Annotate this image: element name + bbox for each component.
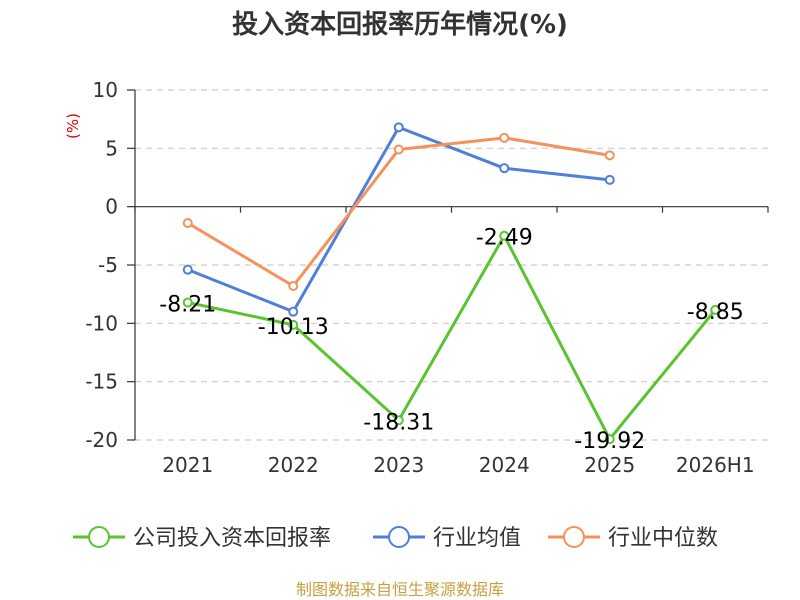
x-tick-label: 2022: [268, 453, 319, 477]
x-tick-label: 2023: [373, 453, 424, 477]
data-label: -18.31: [363, 410, 434, 435]
x-tick-label: 2025: [584, 453, 635, 477]
data-point: [182, 297, 193, 308]
data-point: [288, 281, 299, 291]
y-tick-label: 5: [105, 136, 118, 160]
data-label: -10.13: [258, 315, 329, 340]
series-group: [182, 122, 721, 445]
data-label: -2.49: [476, 226, 533, 251]
series-line: [187, 125, 610, 314]
series-line: [187, 234, 717, 441]
axes: [127, 89, 769, 441]
data-point: [182, 218, 193, 228]
chart-title: 投入资本回报率历年情况(%): [232, 9, 568, 40]
data-point: [604, 174, 615, 185]
y-tick-label: 0: [105, 195, 118, 219]
legend-label: 公司投入资本回报率: [133, 526, 331, 551]
x-tick-label: 2021: [162, 453, 213, 477]
data-point: [604, 150, 615, 161]
legend-item[interactable]: 行业均值: [373, 526, 521, 551]
data-label: -8.21: [159, 292, 216, 317]
legend-marker: [88, 526, 110, 548]
data-point: [710, 304, 721, 315]
legend-label: 行业均值: [433, 526, 521, 551]
data-point: [604, 434, 615, 445]
data-point: [499, 132, 510, 143]
source-note: 制图数据来自恒生聚源数据库: [296, 580, 504, 599]
x-tick-label: 2026H1: [676, 453, 755, 477]
data-point: [499, 230, 510, 241]
y-axis-ticks: 10 5 0 -5 -10 -15 -20: [85, 78, 118, 452]
legend-marker: [388, 526, 410, 548]
data-point: [288, 319, 299, 330]
legend-item[interactable]: 公司投入资本回报率: [73, 526, 331, 551]
data-point: [393, 144, 404, 155]
legend-marker: [563, 526, 585, 548]
data-labels: -8.21 -10.13 -18.31 -2.49 -19.92 -8.85: [159, 226, 743, 454]
y-tick-label: -20: [85, 428, 118, 452]
data-point: [288, 306, 299, 317]
data-label: -8.85: [687, 300, 744, 325]
legend-item[interactable]: 行业中位数: [548, 526, 718, 551]
series-line: [186, 136, 610, 288]
data-point: [182, 264, 193, 275]
y-tick-label: -10: [85, 311, 118, 335]
data-point: [393, 415, 404, 426]
y-tick-label: 10: [93, 78, 118, 102]
y-axis-unit: (%): [64, 113, 82, 139]
y-tick-label: -15: [85, 370, 118, 394]
x-axis-ticks: 2021 2022 2023 2024 2025 2026H1: [162, 453, 754, 477]
data-point: [499, 163, 510, 174]
legend-label: 行业中位数: [608, 526, 718, 551]
data-label: -19.92: [574, 429, 645, 454]
x-tick-label: 2024: [479, 453, 530, 477]
legend[interactable]: 公司投入资本回报率 行业均值 行业中位数: [73, 526, 718, 551]
y-tick-label: -5: [98, 253, 118, 277]
data-point: [393, 122, 404, 133]
